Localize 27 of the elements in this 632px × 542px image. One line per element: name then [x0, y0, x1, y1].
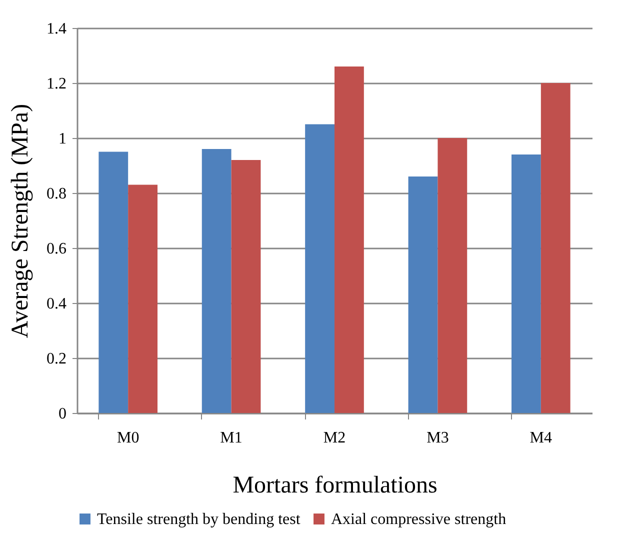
x-tick-label: M3 — [426, 430, 449, 446]
y-tick-label: 0 — [58, 406, 66, 422]
x-tick-label: M1 — [220, 430, 242, 446]
legend-label: Axial compressive strength — [331, 511, 506, 528]
y-tick-label: 0.2 — [46, 350, 66, 368]
legend-label: Tensile strength by bending test — [97, 511, 301, 528]
bar — [408, 176, 438, 413]
y-tick-label: 0.8 — [46, 186, 66, 202]
bar — [231, 160, 261, 413]
bar — [512, 154, 541, 413]
y-axis-title: Average Strength (MPa) — [8, 104, 34, 338]
y-tick-label: 0.4 — [46, 296, 66, 312]
bar — [540, 83, 570, 413]
x-tick-label: M4 — [530, 430, 552, 446]
bar — [438, 138, 468, 413]
y-tick-label: 0.6 — [46, 240, 66, 258]
x-tick-label: M0 — [116, 430, 140, 446]
x-axis-title: Mortars formulations — [232, 472, 438, 498]
y-tick-label: 1.4 — [46, 20, 66, 38]
bar — [334, 66, 364, 413]
bar — [98, 152, 128, 413]
bar — [305, 124, 334, 413]
x-tick-label: M2 — [323, 430, 346, 446]
y-tick-label: 1 — [58, 130, 66, 148]
bar — [128, 184, 158, 413]
y-tick-label: 1.2 — [46, 76, 66, 92]
bar — [202, 149, 232, 413]
